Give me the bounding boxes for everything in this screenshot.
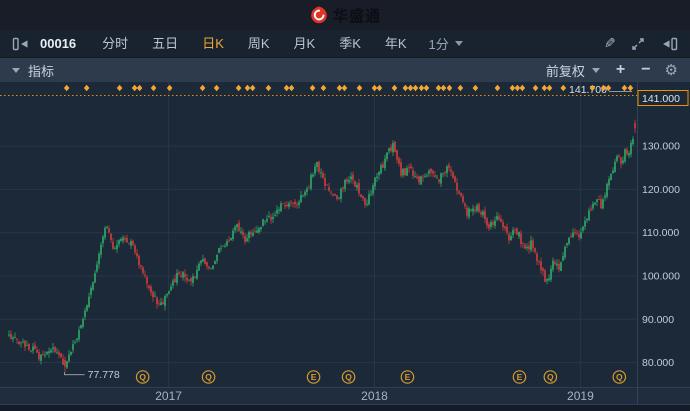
interval-dropdown[interactable]: 1分 bbox=[429, 34, 463, 53]
high-line: 141.700 bbox=[0, 84, 637, 96]
svg-text:120.000: 120.000 bbox=[642, 184, 680, 196]
candlestick-chart[interactable]: 141.700 77.778 Q Q E Q E E Q Q 141.000 130.000 120.0… bbox=[0, 82, 690, 411]
chevron-down-icon bbox=[454, 41, 463, 46]
adjustment-dropdown[interactable]: 前复权 bbox=[545, 63, 585, 79]
gear-icon[interactable]: ⚙ bbox=[664, 61, 678, 79]
tab-yearly-k[interactable]: 年K bbox=[384, 36, 407, 51]
app-title: 华盛通 bbox=[332, 7, 381, 25]
svg-text:141.700: 141.700 bbox=[569, 84, 607, 96]
low-point-label: 77.778 bbox=[64, 369, 120, 381]
chart-toolbar: 00016 分时 五日 日K 周K 月K 季K 年K 1分 ✎ bbox=[0, 30, 690, 58]
tab-monthly-k[interactable]: 月K bbox=[293, 36, 316, 51]
svg-text:90.000: 90.000 bbox=[642, 314, 674, 326]
indicator-chevron-icon[interactable] bbox=[12, 67, 20, 73]
candlestick-series bbox=[8, 119, 636, 373]
zoom-in-button[interactable]: + bbox=[615, 61, 626, 78]
svg-text:E: E bbox=[517, 372, 523, 382]
fullscreen-expand-icon[interactable] bbox=[631, 37, 645, 51]
svg-text:2018: 2018 bbox=[361, 389, 388, 403]
grid-layer bbox=[0, 82, 638, 404]
tab-weekly-k[interactable]: 周K bbox=[247, 36, 270, 51]
y-axis: 141.000 130.000 120.000 110.000 100.000 90.00… bbox=[637, 90, 689, 369]
zoom-out-button[interactable]: − bbox=[641, 61, 651, 78]
collapse-left-icon[interactable] bbox=[12, 37, 30, 51]
flame-logo-icon bbox=[311, 6, 327, 24]
svg-text:Q: Q bbox=[616, 372, 623, 382]
svg-text:Q: Q bbox=[139, 372, 146, 382]
tab-five-day[interactable]: 五日 bbox=[152, 36, 179, 51]
svg-text:Q: Q bbox=[345, 372, 352, 382]
tab-daily-k[interactable]: 日K bbox=[202, 36, 224, 51]
indicator-bar: 指标 前复权 + − ⚙ bbox=[0, 58, 690, 82]
stock-code: 00016 bbox=[40, 36, 77, 51]
chart-background bbox=[0, 387, 690, 411]
svg-text:2017: 2017 bbox=[155, 389, 182, 403]
tab-time-sharing[interactable]: 分时 bbox=[102, 36, 129, 51]
svg-text:110.000: 110.000 bbox=[642, 227, 679, 239]
svg-text:Q: Q bbox=[205, 372, 212, 382]
collapse-right-icon[interactable] bbox=[660, 37, 678, 51]
kline-tabs: 分时 五日 日K 周K 月K 季K 年K bbox=[90, 30, 418, 57]
draw-pencil-icon[interactable]: ✎ bbox=[604, 35, 616, 51]
brand-logo: 华盛通 bbox=[309, 5, 381, 26]
tab-quarterly-k[interactable]: 季K bbox=[339, 36, 361, 51]
svg-text:E: E bbox=[311, 372, 317, 382]
indicator-label[interactable]: 指标 bbox=[28, 63, 55, 79]
adjustment-chevron-icon[interactable] bbox=[591, 67, 600, 73]
news-diamonds bbox=[63, 84, 634, 92]
svg-text:77.778: 77.778 bbox=[88, 369, 120, 381]
svg-text:130.000: 130.000 bbox=[642, 141, 680, 153]
svg-text:141.000: 141.000 bbox=[642, 93, 680, 105]
svg-text:Q: Q bbox=[547, 372, 554, 382]
svg-text:E: E bbox=[405, 372, 411, 382]
svg-text:2019: 2019 bbox=[567, 389, 594, 403]
app-header: 华盛通 bbox=[0, 0, 690, 30]
interval-label: 1分 bbox=[428, 37, 449, 52]
chart-area[interactable]: 141.700 77.778 Q Q E Q E E Q Q 141.000 130.000 120.0… bbox=[0, 82, 690, 411]
svg-text:80.000: 80.000 bbox=[642, 357, 674, 369]
svg-text:100.000: 100.000 bbox=[642, 271, 680, 283]
x-axis: 2017 2018 2019 bbox=[155, 389, 594, 403]
